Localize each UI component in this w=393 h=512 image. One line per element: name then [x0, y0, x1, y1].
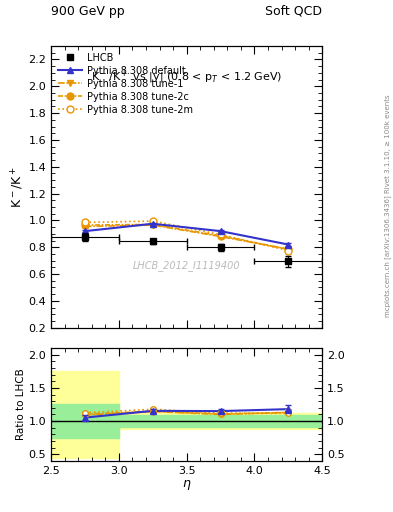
Legend: LHCB, Pythia 8.308 default, Pythia 8.308 tune-1, Pythia 8.308 tune-2c, Pythia 8.: LHCB, Pythia 8.308 default, Pythia 8.308…	[54, 49, 197, 118]
Y-axis label: Ratio to LHCB: Ratio to LHCB	[16, 369, 26, 440]
Text: mcplots.cern.ch [arXiv:1306.3436]: mcplots.cern.ch [arXiv:1306.3436]	[384, 195, 391, 317]
Text: 900 GeV pp: 900 GeV pp	[51, 5, 125, 18]
Text: Soft QCD: Soft QCD	[265, 5, 322, 18]
X-axis label: $\eta$: $\eta$	[182, 478, 191, 493]
Text: Rivet 3.1.10, ≥ 100k events: Rivet 3.1.10, ≥ 100k events	[385, 94, 391, 193]
Text: LHCB_2012_I1119400: LHCB_2012_I1119400	[133, 260, 241, 271]
Y-axis label: K$^-$/K$^+$: K$^-$/K$^+$	[9, 166, 26, 208]
Text: K$^-$/K$^+$ vs |y| (0.8 < p$_{T}$ < 1.2 GeV): K$^-$/K$^+$ vs |y| (0.8 < p$_{T}$ < 1.2 …	[91, 69, 282, 86]
